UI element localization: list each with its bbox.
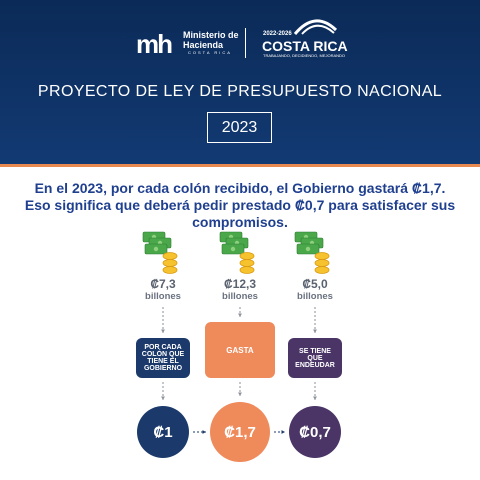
bill-mark	[303, 234, 309, 240]
gov-years: 2022-2026	[263, 31, 292, 37]
arrow-head	[238, 313, 242, 317]
amount-unit: billones	[297, 291, 333, 302]
arrow-head	[161, 396, 165, 400]
arrow-head	[202, 430, 206, 434]
bill-mark	[234, 240, 240, 246]
header: mh Ministerio de Hacienda COSTA RICA 202…	[0, 0, 480, 167]
ratio-circle: ₡1	[137, 406, 189, 458]
bill-mark	[228, 234, 234, 240]
arc	[301, 24, 335, 35]
coin	[314, 259, 330, 267]
amount-unit: billones	[222, 291, 258, 302]
coin	[314, 252, 330, 260]
step-box: GASTA	[205, 322, 275, 378]
intro-text: En el 2023, por cada colón recibido, el …	[24, 180, 456, 230]
ratio-circle: ₡0,7	[289, 406, 341, 458]
gov-slogan: TRABAJANDO, DECIDIENDO, MEJORANDO	[263, 53, 346, 58]
bill	[225, 237, 249, 249]
arrow-head	[313, 329, 317, 333]
step-box: SE TIENE QUE ENDEUDAR	[288, 338, 342, 378]
arrow-head	[238, 392, 242, 396]
gov-country: COSTA RICA	[262, 38, 348, 54]
bill-mark	[157, 240, 163, 246]
coin	[162, 266, 178, 274]
gov-logo-arc	[293, 19, 338, 35]
title: PROYECTO DE LEY DE PRESUPUESTO NACIONAL	[37, 83, 443, 100]
amount: ₡5,0	[302, 277, 328, 291]
coin	[239, 266, 255, 274]
year-box: 2023	[207, 112, 272, 143]
bill	[296, 243, 320, 255]
bill-mark	[230, 246, 236, 252]
bill-mark	[309, 240, 315, 246]
amount: ₡7,3	[150, 277, 176, 291]
ministry-logo: mh	[136, 29, 173, 59]
step-box: POR CADA COLÓN QUE TIENE EL GOBIERNO	[136, 338, 190, 378]
ministry-country: COSTA RICA	[188, 50, 232, 55]
bill	[221, 243, 245, 255]
bill	[142, 231, 166, 243]
bill	[144, 243, 168, 255]
ministry-name: Ministerio de Hacienda	[183, 30, 239, 50]
amount-unit: billones	[145, 291, 181, 302]
arrow-head	[313, 396, 317, 400]
bill-mark	[305, 246, 311, 252]
bill	[219, 231, 243, 243]
coin	[239, 252, 255, 260]
coin	[314, 266, 330, 274]
coin	[239, 259, 255, 267]
divider	[245, 28, 246, 58]
ratio-circle: ₡1,7	[210, 402, 270, 462]
bill	[294, 231, 318, 243]
arrow-head	[281, 430, 285, 434]
bill-mark	[151, 234, 157, 240]
coin	[162, 259, 178, 267]
arc	[293, 19, 338, 35]
bill	[148, 237, 172, 249]
coin	[162, 252, 178, 260]
bill	[300, 237, 324, 249]
bill-mark	[153, 246, 159, 252]
amount: ₡12,3	[223, 277, 257, 291]
arrow-head	[161, 329, 165, 333]
